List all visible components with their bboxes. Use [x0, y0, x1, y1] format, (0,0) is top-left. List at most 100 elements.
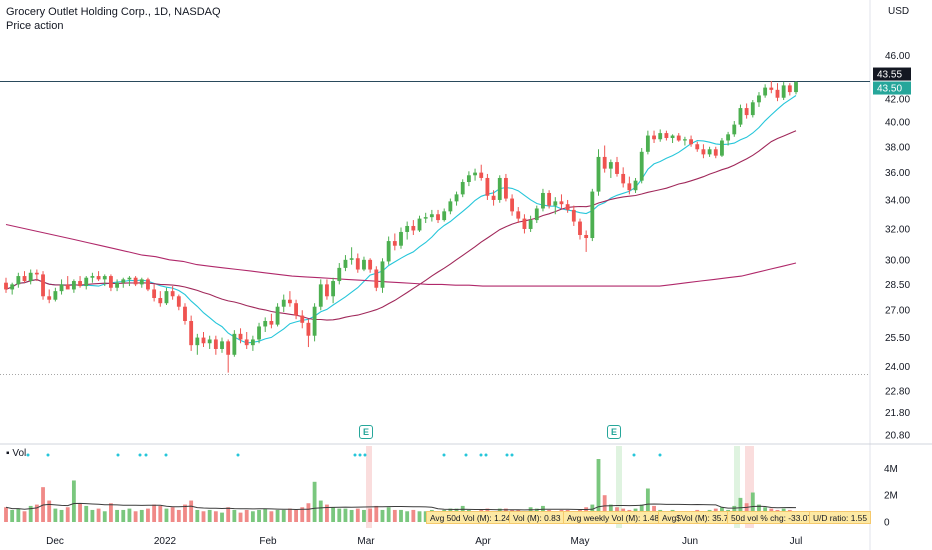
candle-body — [510, 198, 515, 212]
candle-body — [399, 231, 403, 246]
candle-body — [528, 220, 533, 229]
candle-body — [417, 218, 422, 231]
event-dot — [26, 453, 30, 457]
chart-title: Grocery Outlet Holding Corp., 1D, NASDAQ — [6, 6, 221, 18]
candle-body — [442, 211, 447, 221]
candle-body — [386, 241, 391, 262]
candle-body — [343, 259, 348, 268]
candle-body — [263, 320, 268, 327]
volume-bar — [22, 511, 27, 522]
candle-body — [78, 281, 82, 287]
candle-body — [695, 144, 700, 150]
x-tick-label: Jun — [682, 536, 698, 547]
earnings-highlight — [366, 446, 372, 528]
volume-bar — [109, 503, 113, 522]
event-dot — [236, 453, 240, 457]
volume-bar — [170, 507, 175, 522]
x-tick-label: May — [571, 536, 590, 547]
volume-bar — [294, 509, 298, 522]
volume-bar — [750, 492, 755, 522]
candle-body — [312, 306, 317, 336]
candle-body — [645, 135, 650, 152]
volume-bar — [10, 509, 15, 522]
volume-bar — [78, 503, 82, 522]
event-dot — [479, 453, 483, 457]
candle-body — [380, 261, 385, 288]
volume-bar — [71, 480, 76, 522]
volume-bar — [325, 504, 329, 522]
candle-body — [485, 177, 490, 196]
candle-body — [207, 339, 212, 344]
candle-body — [547, 192, 552, 206]
volume-bar — [368, 508, 373, 522]
candle-body — [164, 291, 169, 304]
candle-body — [213, 339, 218, 349]
candle-body — [534, 208, 539, 221]
x-tick-label: Jul — [790, 536, 803, 547]
y-tick-label: 24.00 — [885, 362, 910, 373]
volume-bar — [65, 507, 70, 522]
collapse-icon[interactable]: ▪ — [6, 448, 13, 459]
candle-body — [281, 299, 286, 307]
volume-bar — [645, 488, 650, 522]
candle-body — [794, 82, 798, 93]
earnings-badge-icon[interactable]: E — [607, 425, 621, 439]
volume-bar — [201, 511, 206, 522]
y-tick-label: 46.00 — [885, 51, 910, 62]
volume-bar — [306, 503, 311, 522]
volume-bar — [263, 508, 268, 522]
volume-bar — [183, 504, 187, 522]
volume-bar — [207, 509, 212, 522]
earnings-badge-icon[interactable]: E — [359, 425, 373, 439]
volume-bar — [596, 459, 601, 522]
y-tick-label: 20.80 — [885, 431, 910, 442]
candle-body — [608, 162, 613, 169]
y-tick-label: 38.00 — [885, 142, 910, 153]
candle-body — [726, 134, 731, 141]
volume-bar — [312, 481, 317, 522]
x-tick-label: Mar — [357, 536, 375, 547]
candle-body — [139, 279, 144, 285]
volume-bar — [115, 509, 120, 522]
candle-body — [294, 303, 298, 316]
y-tick-label: 32.00 — [885, 224, 910, 235]
candle-body — [325, 284, 329, 297]
volume-stat: Avg 50d Vol (M): 1.24 — [426, 511, 515, 524]
candle-body — [565, 204, 570, 210]
candle-body — [337, 267, 342, 282]
candle-body — [590, 191, 595, 239]
volume-bar — [417, 511, 422, 522]
candle-body — [349, 258, 354, 260]
candle-body — [491, 195, 496, 200]
candle-body — [429, 214, 434, 218]
volume-bar — [53, 508, 58, 522]
axis-layer: 46.00 42.00 40.00 38.00 36.00 34.00 32.00 30.00… — [26, 51, 911, 547]
volume-bar — [238, 512, 243, 522]
volume-bar — [232, 509, 237, 522]
y-tick-label: 25.50 — [885, 333, 910, 344]
event-dot — [464, 453, 468, 457]
candle-body — [16, 276, 21, 285]
volume-bar — [189, 500, 194, 522]
candle-body — [158, 297, 163, 304]
volume-bar — [195, 509, 200, 522]
candle-body — [411, 225, 416, 231]
candle-body — [639, 151, 644, 181]
candle-body — [28, 272, 33, 282]
candle-body — [355, 258, 360, 270]
candle-body — [115, 282, 120, 288]
volume-bar — [275, 509, 280, 522]
event-dot — [164, 453, 168, 457]
candle-body — [331, 281, 336, 297]
volume-stat: 50d vol % chg: -33.07 — [727, 511, 817, 524]
candle-body — [738, 108, 743, 125]
candle-body — [392, 241, 397, 246]
candle-body — [689, 139, 693, 145]
volume-bar — [380, 509, 385, 522]
candle-body — [701, 149, 706, 155]
candle-body — [102, 276, 107, 280]
candle-body — [220, 341, 224, 349]
candle-body — [633, 180, 638, 191]
candle-body — [781, 85, 786, 98]
